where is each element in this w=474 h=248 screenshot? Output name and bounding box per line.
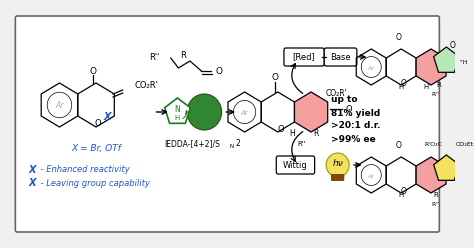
Text: R'': R'' xyxy=(297,141,306,147)
Text: Ar: Ar xyxy=(368,65,374,70)
Text: R'O₂C: R'O₂C xyxy=(424,143,442,148)
Polygon shape xyxy=(294,92,328,132)
Circle shape xyxy=(187,94,221,130)
Text: Ar: Ar xyxy=(241,110,248,116)
Text: O: O xyxy=(90,66,97,75)
Text: - Leaving group capability: - Leaving group capability xyxy=(38,179,150,187)
Text: O: O xyxy=(395,32,401,41)
Text: IEDDA-[4+2]/S: IEDDA-[4+2]/S xyxy=(164,139,220,149)
Text: 81% yield: 81% yield xyxy=(331,109,380,118)
Text: R'': R'' xyxy=(432,203,440,208)
Polygon shape xyxy=(434,47,459,72)
Text: O: O xyxy=(277,125,284,134)
FancyBboxPatch shape xyxy=(15,16,439,232)
Text: CO₂R': CO₂R' xyxy=(134,82,158,91)
Text: N: N xyxy=(174,104,180,114)
Text: Wittig: Wittig xyxy=(283,160,308,169)
Text: >99% ee: >99% ee xyxy=(331,134,376,144)
Text: H: H xyxy=(399,192,404,198)
FancyBboxPatch shape xyxy=(331,175,344,181)
Text: CO₂R': CO₂R' xyxy=(326,90,347,98)
Text: O: O xyxy=(95,119,101,128)
Text: R'': R'' xyxy=(149,54,159,62)
Text: O: O xyxy=(216,66,223,75)
Polygon shape xyxy=(416,157,446,193)
Text: N: N xyxy=(229,145,233,150)
Text: X: X xyxy=(104,112,111,122)
Polygon shape xyxy=(434,155,459,180)
Text: R: R xyxy=(313,129,319,138)
Text: up to: up to xyxy=(331,95,357,104)
Text: X: X xyxy=(29,165,36,175)
Polygon shape xyxy=(164,98,190,123)
Text: O: O xyxy=(346,104,352,114)
Text: - Enhanced reactivity: - Enhanced reactivity xyxy=(38,165,130,175)
Text: Ar: Ar xyxy=(368,174,374,179)
Text: X: X xyxy=(29,178,36,188)
Text: O: O xyxy=(272,72,278,82)
Text: X = Br, OTf: X = Br, OTf xyxy=(71,145,121,154)
Text: O: O xyxy=(449,40,455,50)
Text: H: H xyxy=(399,84,404,90)
Text: hν: hν xyxy=(332,158,343,167)
Text: ''H: ''H xyxy=(460,60,468,64)
Text: H: H xyxy=(289,129,295,138)
FancyBboxPatch shape xyxy=(284,48,324,66)
Text: R: R xyxy=(434,192,438,198)
Text: Ar: Ar xyxy=(55,101,64,111)
Text: R'': R'' xyxy=(432,93,440,97)
Text: R: R xyxy=(437,82,441,88)
Polygon shape xyxy=(416,49,446,85)
Text: R: R xyxy=(180,51,186,60)
Text: 2: 2 xyxy=(235,139,240,149)
Text: H: H xyxy=(424,84,429,90)
Text: O: O xyxy=(400,186,406,195)
Text: Base: Base xyxy=(330,53,351,62)
Circle shape xyxy=(326,153,349,177)
Text: >20:1 d.r.: >20:1 d.r. xyxy=(331,122,380,130)
Text: CO₂Et: CO₂Et xyxy=(456,143,474,148)
Text: O: O xyxy=(400,79,406,88)
Text: H: H xyxy=(175,115,180,121)
FancyBboxPatch shape xyxy=(324,48,357,66)
Text: O: O xyxy=(395,141,401,150)
Text: [Red]: [Red] xyxy=(293,53,316,62)
FancyBboxPatch shape xyxy=(276,156,315,174)
